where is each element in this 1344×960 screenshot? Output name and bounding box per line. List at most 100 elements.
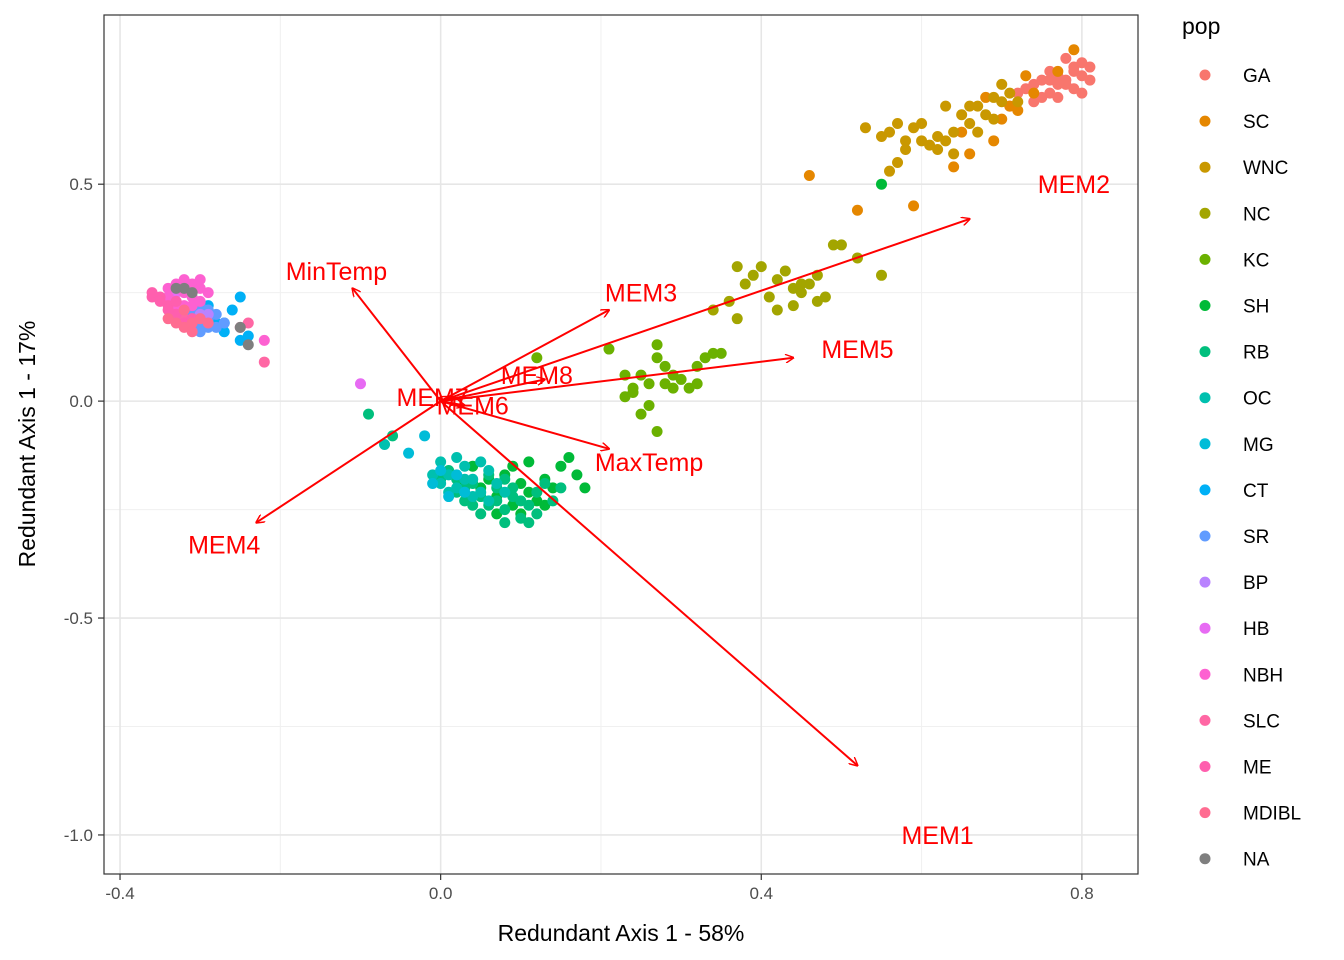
legend-label-ga: GA [1243,66,1271,87]
panel-background [104,15,1138,874]
point-wnc [884,126,896,138]
legend-label-sh: SH [1243,297,1269,318]
legend-key-ga [1199,69,1211,81]
grid-lines [104,15,1138,874]
point-mdibl [186,326,198,338]
point-sc [1052,65,1064,77]
point-sc [908,200,920,212]
point-ga [1076,87,1088,99]
point-sh [507,460,519,472]
point-rb [387,430,399,442]
arrow-label-maxtemp: MaxTemp [595,449,703,477]
point-rb [467,499,479,511]
point-rb [363,408,375,420]
point-wnc [964,117,976,129]
point-oc [459,460,471,472]
point-mg [451,469,463,481]
arrow-mem8 [440,379,545,403]
legend-key-sh [1199,300,1211,311]
point-me [154,295,166,307]
legend-label-bp: BP [1243,573,1268,594]
point-ga [1028,96,1040,108]
legend-key-me [1199,761,1211,772]
point-nc [771,274,783,286]
point-nc [763,291,775,303]
point-oc [435,456,447,468]
legend-label-kc: KC [1243,250,1269,271]
point-nbh [178,274,190,286]
legend-label-slc: SLC [1243,711,1280,732]
legend-label-ct: CT [1243,481,1269,502]
point-nc [739,278,751,290]
point-wnc [932,143,944,155]
biplot-arrows: MEM1MEM2MEM3MEM4MEM5MEM6MEM7MEM8MinTempM… [188,171,1110,850]
legend-label-na: NA [1243,850,1270,871]
point-rb [523,517,535,529]
point-na [170,282,182,294]
point-sc [803,170,815,182]
point-rb [531,486,543,498]
point-mdibl [162,313,174,325]
point-rb [515,495,527,507]
point-wnc [948,126,960,138]
point-wnc [892,117,904,129]
point-kc [643,378,655,390]
point-nc [795,278,807,290]
point-rb [499,504,511,516]
point-mg [403,447,415,459]
point-wnc [1004,87,1016,99]
point-sr [194,326,206,338]
legend-key-kc [1199,253,1211,265]
legend-label-sr: SR [1243,527,1269,548]
point-ct [234,291,246,303]
point-na [242,339,254,351]
point-oc [435,478,447,490]
arrow-label-mem5: MEM5 [821,336,893,364]
point-mg [459,486,471,498]
point-nc [731,261,743,273]
point-na [234,321,246,333]
point-me [146,287,158,299]
point-nbh [194,274,206,286]
point-sc [1012,104,1024,116]
point-kc [651,352,663,364]
legend-label-mg: MG [1243,435,1274,456]
point-sc [956,126,968,138]
y-axis-title: Redundant Axis 1 - 17% [14,321,40,568]
legend-key-sr [1199,530,1211,542]
point-ga [1060,52,1072,64]
legend-label-hb: HB [1243,619,1269,640]
point-wnc [916,117,928,129]
point-ga [1044,65,1056,77]
point-ga [1052,91,1064,103]
point-rb [531,508,543,520]
point-mg [435,465,447,477]
point-nbh [202,287,214,299]
axes: -0.4 0.0 0.4 0.8 -1.0 -0.5 0.0 0.5 [64,175,1094,903]
arrow-mem4 [256,400,442,522]
point-nbh [258,334,270,346]
point-wnc [972,126,984,138]
point-mdibl [202,317,214,329]
x-tick-label: 0.4 [749,884,773,903]
point-sc [1028,87,1040,99]
legend-label-me: ME [1243,758,1272,779]
y-tick-label: -0.5 [64,609,93,628]
point-ga [1044,74,1056,86]
point-nc [787,300,799,312]
x-tick-label: 0.0 [429,884,453,903]
point-ga [1012,87,1024,99]
point-wnc [916,135,928,147]
point-wnc [996,78,1008,90]
point-mg [419,430,431,442]
point-nc [771,304,783,316]
point-nc [795,287,807,299]
point-rb [499,517,511,529]
legend-key-mdibl [1199,807,1211,819]
point-kc [619,391,631,403]
point-sh [571,469,583,481]
point-wnc [940,100,952,112]
legend-key-nbh [1199,668,1211,680]
legend-key-mg [1199,438,1211,450]
